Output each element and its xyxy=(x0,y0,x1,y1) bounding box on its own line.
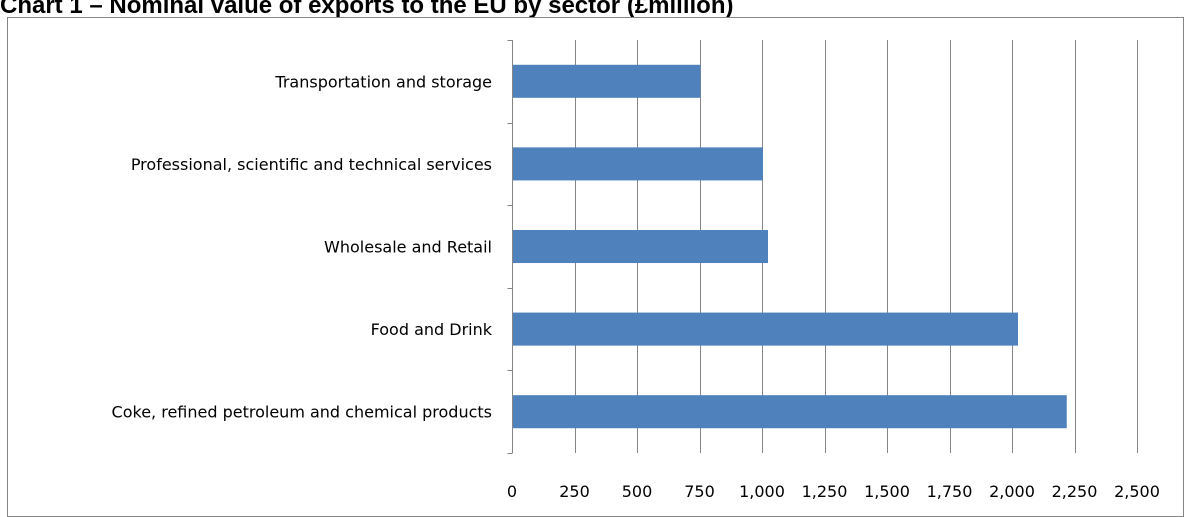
x-tick-label: 0 xyxy=(507,482,517,501)
x-tick-label: 750 xyxy=(684,482,715,501)
category-label: Food and Drink xyxy=(371,320,493,339)
bars xyxy=(513,64,1067,429)
x-tick-label: 1,750 xyxy=(927,482,973,501)
x-tick-labels: 0 250 500 750 1,000 1,250 1,500 1,750 2,000 2,250… xyxy=(507,482,1160,501)
category-label: Coke, refined petroleum and chemical pro… xyxy=(112,403,492,422)
chart-frame xyxy=(7,17,1184,517)
x-tick-label: 2,000 xyxy=(989,482,1035,501)
bar xyxy=(513,229,768,264)
x-tick-label: 1,250 xyxy=(802,482,848,501)
x-tick-label: 2,250 xyxy=(1052,482,1098,501)
chart-title: Chart 1 – Nominal value of exports to th… xyxy=(0,0,734,19)
category-label: Wholesale and Retail xyxy=(324,238,492,257)
category-label: Transportation and storage xyxy=(274,72,492,91)
bar xyxy=(513,147,763,181)
bar xyxy=(513,64,701,98)
category-labels: Transportation and storage Professional, … xyxy=(112,72,493,421)
x-tick-label: 250 xyxy=(559,482,590,501)
bar xyxy=(513,312,1018,346)
x-tick-label: 500 xyxy=(622,482,653,501)
y-axis xyxy=(507,40,513,454)
category-label: Professional, scientific and technical s… xyxy=(131,155,492,174)
x-tick-label: 1,000 xyxy=(739,482,785,501)
x-tick-label: 1,500 xyxy=(864,482,910,501)
bar xyxy=(513,395,1067,429)
x-tick-label: 2,500 xyxy=(1114,482,1160,501)
